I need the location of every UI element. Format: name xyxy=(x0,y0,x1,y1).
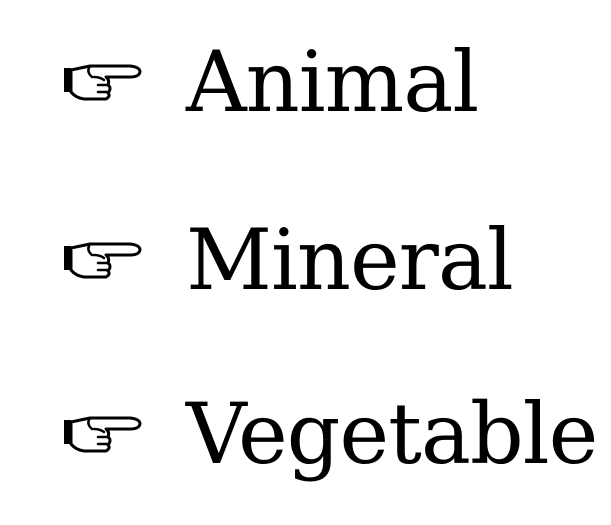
pointing-hand-icon xyxy=(62,58,144,102)
pointing-hand-icon xyxy=(62,236,144,280)
item-label-mineral: Mineral xyxy=(186,211,514,309)
item-label-vegetable: Vegetable xyxy=(186,385,598,483)
pointing-hand-icon xyxy=(62,410,144,454)
list-item: Mineral xyxy=(0,200,611,320)
list-item: Vegetable xyxy=(0,374,611,494)
list-item: Animal xyxy=(0,22,611,142)
item-label-animal: Animal xyxy=(186,33,479,131)
